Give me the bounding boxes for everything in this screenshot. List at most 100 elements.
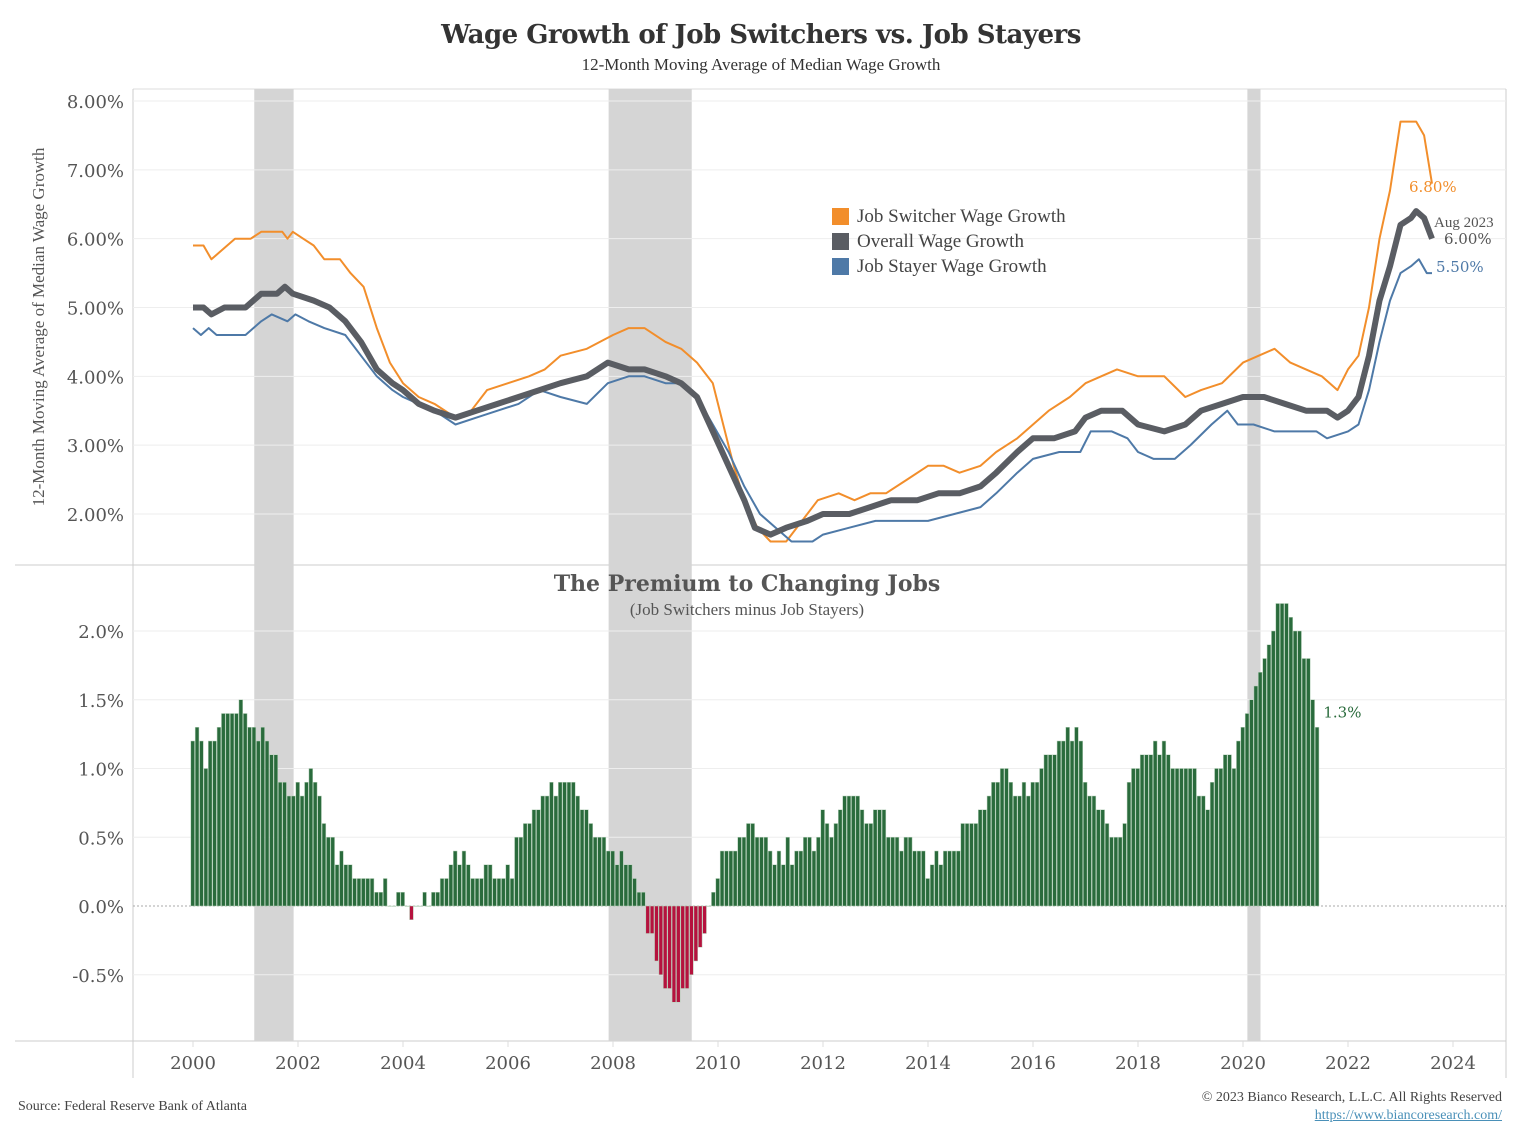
- premium-bar: [1266, 644, 1272, 907]
- premium-bar: [1069, 740, 1075, 907]
- premium-bar: [426, 905, 432, 907]
- premium-bar: [912, 850, 917, 907]
- y-tick-label-bottom: -0.5%: [72, 966, 124, 987]
- premium-bar: [330, 837, 335, 907]
- premium-bar: [601, 837, 607, 907]
- y-tick-label-bottom: 1.0%: [78, 760, 124, 781]
- premium-bar: [676, 905, 681, 1003]
- premium-bar: [588, 823, 593, 907]
- premium-bar: [431, 892, 436, 907]
- premium-bar: [1279, 603, 1285, 907]
- premium-bar: [1214, 768, 1219, 907]
- premium-bar: [1314, 727, 1320, 907]
- premium-bar: [584, 809, 589, 907]
- premium-bar: [501, 878, 506, 907]
- legend-item-switcher[interactable]: Job Switcher Wage Growth: [832, 204, 1066, 229]
- premium-bar: [899, 850, 904, 907]
- premium-bar: [684, 905, 690, 989]
- premium-bar: [1026, 795, 1031, 907]
- premium-bar: [636, 892, 642, 907]
- legend-item-overall[interactable]: Overall Wage Growth: [832, 229, 1066, 254]
- premium-bar: [719, 850, 725, 907]
- legend-item-stayer[interactable]: Job Stayer Wage Growth: [832, 254, 1066, 279]
- premium-bar: [1288, 617, 1293, 907]
- premium-bar: [453, 850, 458, 907]
- premium-bar: [544, 795, 550, 907]
- premium-bar: [1126, 782, 1132, 907]
- premium-bar: [1227, 754, 1232, 907]
- copyright-note: © 2023 Bianco Research, L.L.C. All Right…: [1201, 1090, 1502, 1105]
- x-tick-label: 2008: [590, 1053, 636, 1074]
- premium-bar: [278, 782, 283, 907]
- premium-bar: [934, 850, 939, 907]
- premium-bar: [978, 809, 983, 907]
- premium-bar: [908, 837, 913, 907]
- premium-bar: [523, 823, 528, 907]
- premium-bar: [409, 905, 414, 920]
- switcher-line: [193, 120, 1433, 543]
- premium-bar: [1192, 768, 1197, 907]
- premium-bar: [1109, 837, 1114, 907]
- premium-bar: [1087, 795, 1092, 907]
- premium-bar: [824, 823, 830, 907]
- stayer-line: [192, 258, 1432, 543]
- premium-bar: [768, 850, 773, 907]
- premium-bar: [1004, 768, 1009, 907]
- premium-bar: [1078, 740, 1083, 907]
- premium-bar: [479, 878, 484, 907]
- premium-bar: [413, 905, 418, 907]
- premium-bar: [1034, 782, 1040, 907]
- premium-bar: [693, 905, 698, 962]
- premium-bar: [492, 878, 497, 907]
- premium-bar: [317, 795, 322, 907]
- premium-bar: [964, 823, 970, 907]
- premium-bar: [527, 823, 532, 907]
- premium-bar: [208, 740, 213, 907]
- premium-bar: [1310, 699, 1315, 907]
- y-tick-label-top: 8.00%: [67, 92, 124, 113]
- premium-bar: [698, 905, 703, 948]
- y-tick-label-top: 7.00%: [67, 161, 124, 182]
- legend-swatch-overall: [832, 233, 849, 250]
- premium-bar: [422, 892, 427, 907]
- premium-bar: [846, 795, 852, 907]
- premium-bar: [1056, 740, 1062, 907]
- premium-bar: [256, 740, 261, 907]
- y-axis-title: 12-Month Moving Average of Median Wage G…: [29, 147, 48, 506]
- premium-bar: [938, 864, 943, 907]
- premium-bar: [571, 782, 576, 907]
- y-tick-label-bottom: 0.5%: [78, 828, 124, 849]
- premium-bar: [728, 850, 733, 907]
- premium-bar: [483, 864, 488, 907]
- premium-bar: [553, 795, 558, 907]
- premium-bar: [1170, 768, 1175, 907]
- premium-bar: [251, 727, 257, 907]
- premium-bar: [243, 713, 248, 907]
- premium-bar: [225, 713, 230, 907]
- premium-bar: [1301, 658, 1307, 907]
- premium-bar: [1196, 795, 1202, 907]
- premium-bar: [562, 782, 567, 907]
- premium-bar: [763, 837, 768, 907]
- premium-bar: [579, 809, 585, 907]
- x-tick-label: 2006: [485, 1053, 531, 1074]
- switcher-last-label: 6.80%: [1409, 178, 1457, 196]
- premium-bar: [1135, 768, 1140, 907]
- premium-bar: [1104, 823, 1110, 907]
- premium-bar: [1153, 740, 1158, 907]
- premium-bar: [334, 864, 340, 907]
- premium-bar: [1083, 782, 1088, 907]
- y-tick-label-top: 5.00%: [67, 298, 124, 319]
- premium-bar: [838, 809, 843, 907]
- premium-bar: [890, 837, 895, 907]
- website-link[interactable]: https://www.biancoresearch.com/: [1314, 1108, 1502, 1123]
- premium-bar: [820, 809, 825, 907]
- premium-bar: [1201, 795, 1206, 907]
- premium-bar: [391, 905, 397, 907]
- x-tick-label: 2016: [1010, 1053, 1056, 1074]
- premium-bar: [947, 850, 952, 907]
- premium-bar: [387, 905, 392, 907]
- premium-bar: [916, 850, 922, 907]
- premium-bar: [264, 740, 270, 907]
- premium-bar: [448, 864, 453, 907]
